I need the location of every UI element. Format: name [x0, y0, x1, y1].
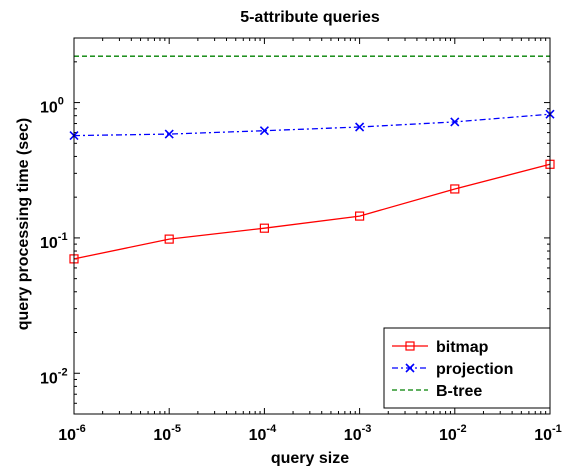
- series-projection: [69, 109, 555, 141]
- chart-title: 5-attribute queries: [240, 9, 380, 26]
- x-tick-label-3: 10-3: [344, 423, 372, 444]
- point-bitmap-3: [355, 211, 365, 221]
- legend-item-projection: projection: [392, 361, 513, 378]
- x-tick-label-1: 10-5: [153, 423, 181, 444]
- legend-marker-bitmap: [405, 341, 415, 351]
- legend-label-projection: projection: [436, 361, 513, 378]
- point-projection-2: [259, 126, 269, 136]
- point-projection-3: [355, 122, 365, 132]
- x-tick-label-4: 10-2: [439, 423, 467, 444]
- y-tick-label-2: 100: [40, 96, 64, 117]
- legend-marker-projection: [405, 363, 415, 373]
- point-bitmap-1: [164, 234, 174, 244]
- point-projection-1: [164, 129, 174, 139]
- series-line-projection: [73, 113, 551, 137]
- x-tick-label-2: 10-4: [249, 423, 277, 444]
- legend-item-bitmap: bitmap: [392, 339, 489, 356]
- point-projection-4: [450, 117, 460, 127]
- point-bitmap-2: [259, 223, 269, 233]
- series-line-bitmap: [73, 163, 551, 260]
- series-bitmap: [69, 159, 555, 264]
- axis-ticks: 10-6 10-5 10-4 10-3 10-2 10-1 10-2 10-1 100: [40, 38, 562, 444]
- plot-frame: [73, 37, 551, 415]
- legend-item-B-tree: B-tree: [392, 383, 482, 400]
- x-tick-label-0: 10-6: [58, 423, 86, 444]
- series-layer: [69, 55, 555, 264]
- legend-label-B-tree: B-tree: [436, 383, 482, 400]
- legend: bitmap projection B-tree: [383, 327, 551, 409]
- y-axis-label: query processing time (sec): [15, 118, 32, 331]
- x-tick-label-5: 10-1: [534, 423, 562, 444]
- y-tick-label-0: 10-2: [40, 366, 68, 387]
- point-bitmap-4: [450, 184, 460, 194]
- y-tick-label-1: 10-1: [40, 231, 68, 252]
- x-axis-label: query size: [271, 450, 349, 466]
- legend-label-bitmap: bitmap: [436, 339, 489, 356]
